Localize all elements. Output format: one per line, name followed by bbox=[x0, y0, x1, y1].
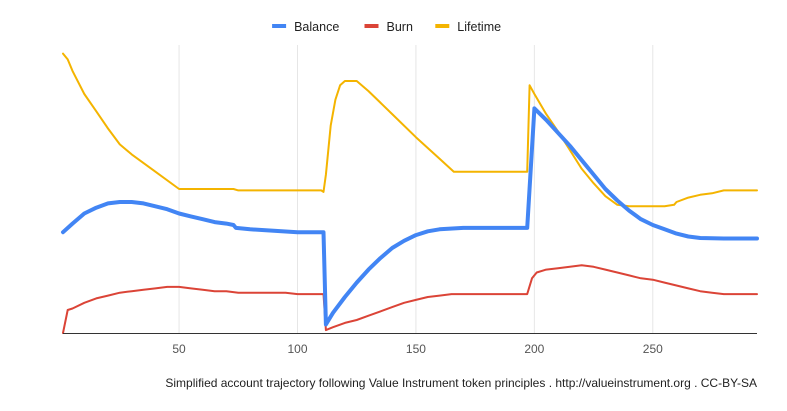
series-line-lifetime bbox=[62, 52, 758, 208]
x-tick-label-50: 50 bbox=[172, 342, 186, 356]
x-tick-label-150: 150 bbox=[406, 342, 426, 356]
legend-label-lifetime: Lifetime bbox=[457, 20, 501, 34]
chart-series bbox=[61, 52, 759, 334]
series-line-burn bbox=[62, 264, 758, 334]
chart-grid bbox=[178, 45, 654, 333]
chart-caption: Simplified account trajectory following … bbox=[165, 376, 757, 390]
legend-item-lifetime[interactable]: Lifetime bbox=[435, 20, 501, 34]
x-tick-label-250: 250 bbox=[643, 342, 663, 356]
legend-item-balance[interactable]: Balance bbox=[272, 20, 339, 34]
legend-label-burn: Burn bbox=[387, 20, 413, 34]
x-axis-ticks: 50 100 150 200 250 bbox=[172, 342, 663, 356]
series-line-balance bbox=[61, 106, 759, 327]
chart-legend: Balance Burn Lifetime bbox=[272, 20, 501, 34]
x-tick-label-200: 200 bbox=[524, 342, 544, 356]
legend-label-balance: Balance bbox=[294, 20, 339, 34]
legend-item-burn[interactable]: Burn bbox=[364, 20, 413, 34]
x-tick-label-100: 100 bbox=[287, 342, 307, 356]
